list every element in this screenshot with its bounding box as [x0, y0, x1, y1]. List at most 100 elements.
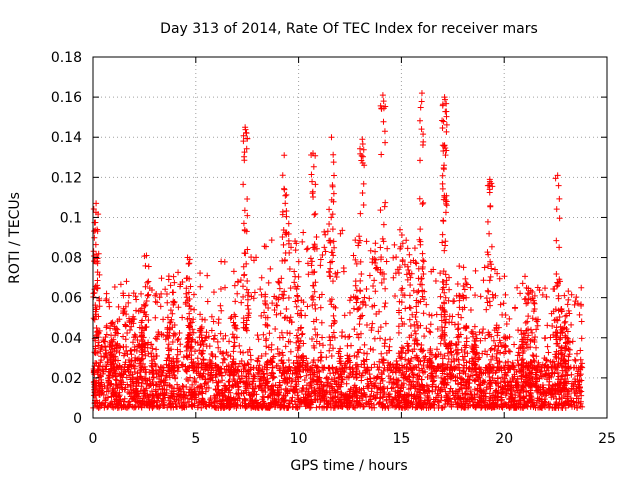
data-point — [207, 359, 214, 366]
data-point — [237, 378, 244, 385]
data-point — [189, 403, 196, 410]
data-point — [102, 343, 109, 350]
data-point — [525, 372, 532, 379]
data-point — [441, 247, 448, 254]
data-point — [146, 404, 153, 411]
data-point — [337, 230, 344, 237]
data-point — [245, 370, 252, 377]
data-point — [361, 294, 368, 301]
data-point — [248, 397, 255, 404]
data-point — [370, 401, 377, 408]
data-point — [366, 295, 373, 302]
data-point — [545, 372, 552, 379]
data-point — [266, 392, 273, 399]
data-point — [329, 182, 336, 189]
data-point — [460, 264, 467, 271]
data-point — [239, 283, 246, 290]
data-point — [330, 238, 337, 245]
data-point — [500, 378, 507, 385]
data-point — [431, 401, 438, 408]
data-point — [371, 277, 378, 284]
data-point — [501, 364, 508, 371]
data-point — [215, 378, 222, 385]
data-point — [291, 369, 298, 376]
data-point — [520, 347, 527, 354]
data-point — [347, 401, 354, 408]
data-point — [444, 393, 451, 400]
data-point — [134, 398, 141, 405]
data-point — [271, 293, 278, 300]
data-point — [395, 350, 402, 357]
data-point — [476, 329, 483, 336]
data-point — [293, 240, 300, 247]
data-point — [228, 314, 235, 321]
data-point — [385, 373, 392, 380]
data-point — [147, 399, 154, 406]
data-point — [181, 391, 188, 398]
data-point — [311, 211, 318, 218]
data-point — [554, 340, 561, 347]
data-point — [411, 245, 418, 252]
data-point — [353, 371, 360, 378]
data-point — [357, 330, 364, 337]
data-point — [364, 376, 371, 383]
y-tick-label: 0.06 — [51, 291, 82, 307]
data-point — [377, 335, 384, 342]
data-point — [522, 330, 529, 337]
data-point — [384, 245, 391, 252]
data-point — [163, 373, 170, 380]
data-point — [530, 402, 537, 409]
data-point — [562, 360, 569, 367]
data-point — [309, 178, 316, 185]
data-point — [383, 258, 390, 265]
data-point — [392, 270, 399, 277]
data-point — [405, 357, 412, 364]
data-point — [227, 353, 234, 360]
data-point — [236, 395, 243, 402]
data-point — [506, 404, 513, 411]
data-point — [300, 353, 307, 360]
data-point — [421, 357, 428, 364]
data-point — [278, 329, 285, 336]
data-point — [284, 388, 291, 395]
data-point — [323, 374, 330, 381]
data-point — [564, 301, 571, 308]
data-point — [406, 334, 413, 341]
data-point — [293, 339, 300, 346]
data-point — [359, 153, 366, 160]
data-point — [103, 331, 110, 338]
data-point — [418, 403, 425, 410]
data-point — [502, 400, 509, 407]
y-tick-label: 0.16 — [51, 90, 82, 106]
data-point — [153, 346, 160, 353]
data-point — [410, 287, 417, 294]
data-point — [263, 362, 270, 369]
data-point — [357, 210, 364, 217]
data-point — [175, 397, 182, 404]
data-point — [150, 353, 157, 360]
data-point — [244, 360, 251, 367]
data-point — [259, 396, 266, 403]
data-point — [126, 326, 133, 333]
data-point — [237, 277, 244, 284]
x-tick-label: 25 — [598, 431, 616, 447]
data-point — [523, 388, 530, 395]
data-point — [360, 357, 367, 364]
data-point — [466, 376, 473, 383]
data-point — [273, 302, 280, 309]
data-point — [262, 291, 269, 298]
data-point — [434, 325, 441, 332]
data-point — [121, 398, 128, 405]
data-point — [420, 131, 427, 138]
data-point — [187, 374, 194, 381]
data-point — [441, 309, 448, 316]
data-point — [262, 301, 269, 308]
data-point — [121, 363, 128, 370]
data-point — [174, 393, 181, 400]
data-point — [561, 375, 568, 382]
data-point — [424, 393, 431, 400]
data-point — [125, 299, 132, 306]
data-point — [309, 258, 316, 265]
data-point — [426, 328, 433, 335]
data-point — [441, 194, 448, 201]
